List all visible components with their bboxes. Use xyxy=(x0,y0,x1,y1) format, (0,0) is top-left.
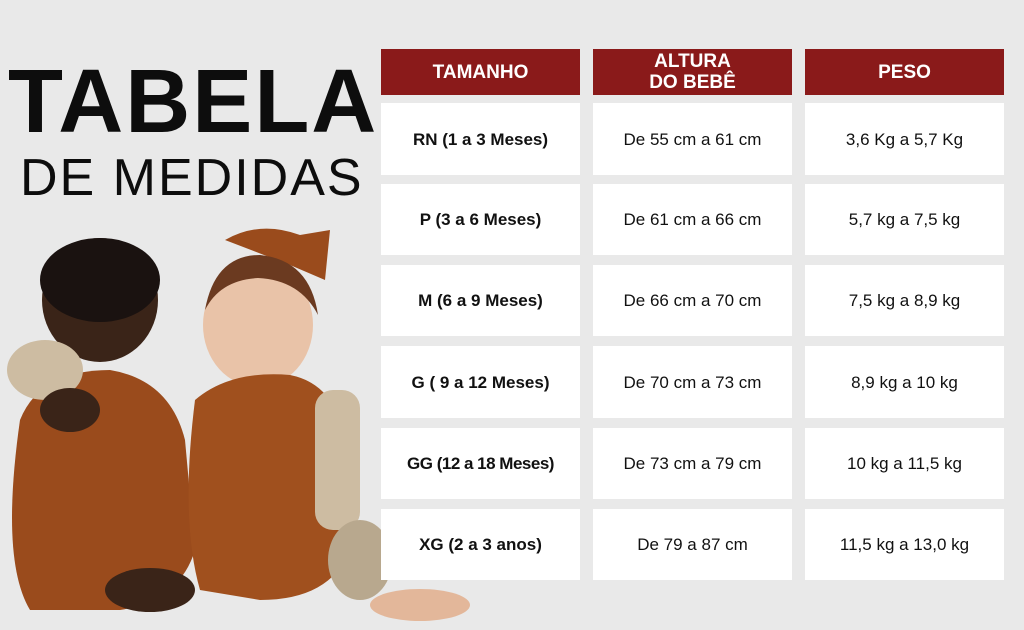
plush-toy-right xyxy=(315,390,360,530)
plush-toy-right-head xyxy=(328,520,392,600)
hair-bow xyxy=(225,228,330,280)
row-4-height: De 70 cm a 73 cm xyxy=(593,346,792,418)
row-6-size: XG (2 a 3 anos) xyxy=(381,509,580,580)
baby-left-leg xyxy=(105,568,195,612)
row-3-height: De 66 cm a 70 cm xyxy=(593,265,792,336)
row-3-weight: 7,5 kg a 8,9 kg xyxy=(805,265,1004,336)
row-1-size: RN (1 a 3 Meses) xyxy=(381,103,580,175)
row-5-size: GG (12 a 18 Meses) xyxy=(381,428,580,499)
row-3-size: M (6 a 9 Meses) xyxy=(381,265,580,336)
title-line-2: DE MEDIDAS xyxy=(20,149,364,207)
row-6-weight: 11,5 kg a 13,0 kg xyxy=(805,509,1004,580)
row-5-height: De 73 cm a 79 cm xyxy=(593,428,792,499)
title-line-1: TABELA xyxy=(8,52,379,152)
row-2-height: De 61 cm a 66 cm xyxy=(593,184,792,255)
row-4-weight: 8,9 kg a 10 kg xyxy=(805,346,1004,418)
baby-right-hair xyxy=(205,255,318,315)
header-altura: ALTURA DO BEBÊ xyxy=(593,49,792,95)
header-peso: PESO xyxy=(805,49,1004,95)
row-1-height: De 55 cm a 61 cm xyxy=(593,103,792,175)
header-tamanho: TAMANHO xyxy=(381,49,580,95)
row-6-height: De 79 a 87 cm xyxy=(593,509,792,580)
babies-photo xyxy=(7,228,470,621)
baby-left-hair xyxy=(40,238,160,322)
baby-right-head xyxy=(203,263,313,387)
row-5-weight: 10 kg a 11,5 kg xyxy=(805,428,1004,499)
baby-left-hand xyxy=(40,388,100,432)
row-4-size: G ( 9 a 12 Meses) xyxy=(381,346,580,418)
row-1-weight: 3,6 Kg a 5,7 Kg xyxy=(805,103,1004,175)
plush-toy-left xyxy=(7,340,83,400)
baby-right-foot xyxy=(370,589,470,621)
baby-right-outfit xyxy=(188,374,350,600)
row-2-size: P (3 a 6 Meses) xyxy=(381,184,580,255)
row-2-weight: 5,7 kg a 7,5 kg xyxy=(805,184,1004,255)
